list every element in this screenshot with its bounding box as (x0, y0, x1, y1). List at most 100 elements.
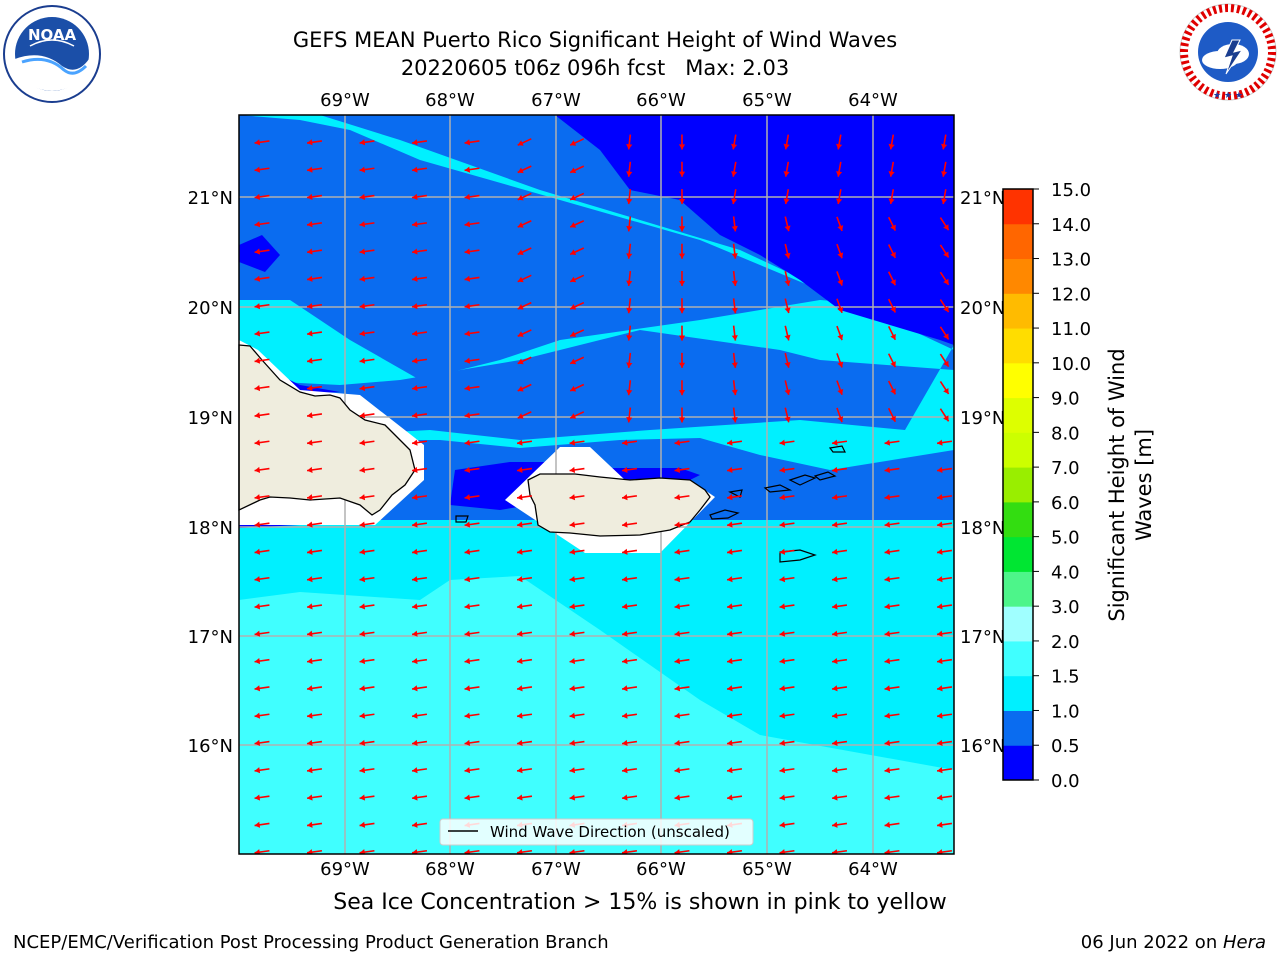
lat-label-right: 21°N (960, 188, 1005, 209)
wave-direction-arrowhead (678, 280, 686, 286)
lon-label-top: 67°W (531, 90, 581, 111)
wave-direction-arrowhead (727, 521, 733, 528)
wave-direction-arrowhead (674, 466, 681, 473)
wave-direction-arrowhead (570, 222, 577, 228)
wave-direction-arrowhead (832, 849, 838, 854)
wave-direction-arrowhead (254, 630, 261, 637)
wave-direction-arrowhead (464, 248, 471, 255)
wave-direction-arrowhead (890, 306, 896, 313)
wave-direction-arrowhead (517, 194, 524, 201)
wave-direction-arrowhead (674, 630, 681, 637)
lat-label-left: 17°N (188, 627, 233, 648)
colorbar-frame (1002, 188, 1034, 781)
wave-direction-arrowhead (784, 252, 791, 259)
wave-direction-arrowhead (626, 417, 633, 423)
lon-label-bottom: 68°W (425, 859, 475, 880)
max-value: Max: 2.03 (685, 56, 790, 80)
wave-direction-arrowhead (412, 712, 418, 719)
wave-direction-arrowhead (622, 576, 628, 583)
legend-label: Wind Wave Direction (unscaled) (490, 823, 730, 841)
wave-direction-arrowhead (837, 225, 844, 231)
wave-direction-arrowhead (359, 466, 366, 473)
wave-direction-arrowhead (622, 466, 628, 473)
wave-direction-arrowhead (622, 712, 628, 719)
wave-direction-arrowhead (412, 166, 418, 173)
wave-direction-arrowhead (464, 439, 471, 446)
wave-direction-arrowhead (626, 144, 633, 150)
wave-direction-arrowhead (884, 849, 890, 854)
wave-direction-arrowhead (731, 280, 738, 286)
wave-direction-arrowhead (836, 171, 843, 177)
wave-direction-arrowhead (464, 767, 471, 774)
wave-direction-arrowhead (412, 739, 418, 746)
colorbar-bin (1003, 432, 1033, 468)
wave-direction-arrowhead (727, 712, 733, 719)
wave-direction-arrowhead (254, 466, 261, 473)
wave-direction-arrowhead (517, 358, 524, 365)
wave-direction-arrowhead (837, 416, 844, 423)
wave-direction-arrowhead (622, 439, 628, 446)
wave-direction-arrowhead (517, 249, 524, 256)
wave-direction-arrowhead (517, 167, 524, 174)
colorbar-bin (1003, 223, 1033, 260)
wave-direction-arrowhead (464, 739, 471, 746)
wave-direction-arrowhead (254, 767, 261, 774)
lon-label-top: 69°W (320, 90, 370, 111)
wave-direction-arrowhead (779, 466, 786, 473)
wave-direction-arrowhead (832, 767, 838, 774)
wave-direction-arrowhead (727, 849, 733, 854)
wave-direction-arrowhead (570, 167, 577, 174)
wave-direction-arrowhead (731, 171, 738, 177)
wave-direction-arrowhead (884, 767, 891, 774)
wave-direction-arrowhead (307, 821, 313, 828)
wave-direction-arrowhead (943, 251, 949, 258)
wave-direction-arrowhead (517, 712, 523, 719)
island-outline (828, 445, 846, 453)
wave-direction-arrowhead (674, 548, 681, 555)
colorbar-bin (1003, 362, 1033, 399)
wave-direction-arrowhead (517, 739, 523, 746)
wave-direction-arrowhead (626, 198, 633, 205)
wave-direction-arrowhead (837, 334, 844, 341)
wave-direction-arrowhead (626, 225, 633, 232)
wave-direction-arrowhead (359, 248, 366, 255)
wave-direction-arrowhead (941, 198, 948, 204)
wave-direction-arrowhead (412, 521, 418, 528)
wave-direction-arrowhead (674, 767, 681, 774)
wave-direction-arrowhead (570, 140, 577, 146)
wave-direction-arrowhead (832, 821, 838, 828)
issue-date: 06 Jun 2022 on Hera (1081, 932, 1266, 953)
wave-direction-arrowhead (517, 657, 523, 665)
svg-text:★ ★ ★: ★ ★ ★ (1213, 91, 1243, 101)
wave-direction-arrowhead (570, 249, 577, 256)
wave-direction-arrowhead (464, 548, 471, 555)
wave-direction-arrowhead (517, 576, 523, 583)
wave-direction-arrowhead (570, 194, 577, 201)
island-outline (728, 489, 743, 498)
wave-direction-arrowhead (943, 306, 949, 313)
wave-direction-arrowhead (359, 494, 366, 501)
wave-direction-arrowhead (254, 221, 261, 228)
wave-direction-arrowhead (888, 143, 895, 150)
wave-direction-arrowhead (727, 439, 733, 446)
wave-direction-arrowhead (570, 276, 577, 283)
wave-direction-arrowhead (464, 494, 471, 501)
wave-direction-arrowhead (412, 330, 418, 337)
run-subtitle: 20220605 t06z 096h fcst Max: 2.03 (190, 55, 1000, 81)
wave-direction-arrowhead (674, 439, 681, 446)
colorbar-tick-label: 7.0 (1051, 458, 1080, 479)
island-outline (779, 549, 817, 563)
wave-direction-arrowhead (307, 548, 313, 555)
wave-direction-arrowhead (832, 657, 838, 665)
wave-direction-arrowhead (727, 466, 733, 473)
wave-direction-arrowhead (784, 416, 791, 423)
wave-direction-arrowhead (884, 548, 891, 555)
wave-direction-arrowhead (832, 466, 838, 473)
wave-direction-arrowhead (412, 603, 418, 610)
wave-direction-arrowhead (359, 767, 366, 774)
wave-direction-arrowhead (622, 657, 628, 665)
island-outline (709, 509, 740, 520)
wave-direction-arrowhead (832, 739, 838, 746)
wave-direction-arrowhead (832, 630, 838, 637)
wave-direction-arrowhead (412, 466, 418, 473)
